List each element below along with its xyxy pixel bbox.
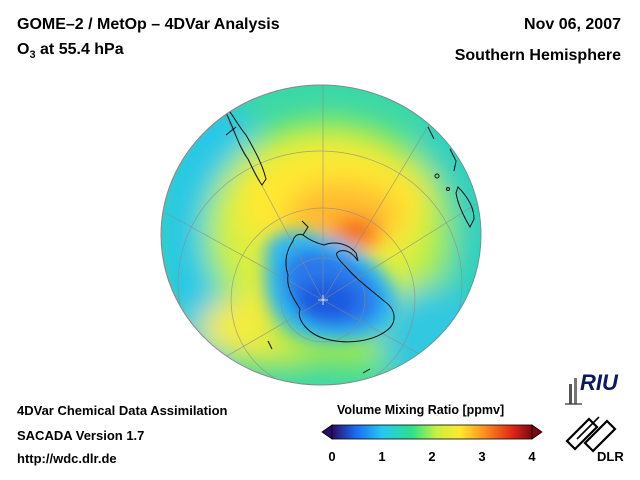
dlr-logo-icon xyxy=(565,416,617,453)
colorbar-tick-1: 1 xyxy=(378,449,386,464)
dlr-logo-text: DLR xyxy=(597,449,624,464)
globe-outline xyxy=(160,84,482,386)
date-label: Nov 06, 2007 xyxy=(524,16,621,33)
footer-line-1: 4DVar Chemical Data Assimilation xyxy=(17,403,228,418)
species-label: O xyxy=(17,41,30,58)
coastlines xyxy=(220,101,475,374)
colorbar-gradient xyxy=(331,424,533,440)
riu-logo-text: RIU xyxy=(580,370,618,395)
colorbar-tick-4: 4 xyxy=(528,449,536,464)
colorbar-max-arrow xyxy=(531,424,543,440)
footer-url: http://wdc.dlr.de xyxy=(17,451,117,466)
colorbar xyxy=(321,424,543,440)
map-title: GOME–2 / MetOp – 4DVar Analysis xyxy=(17,16,280,33)
species-subscript: 3 xyxy=(29,49,36,62)
colorbar-min-arrow xyxy=(321,424,333,440)
south-pole-marker xyxy=(318,295,328,305)
ozone-globe-map xyxy=(160,84,482,386)
colorbar-tick-0: 0 xyxy=(328,449,336,464)
riu-logo-icon xyxy=(565,378,582,405)
footer-line-2: SACADA Version 1.7 xyxy=(17,428,145,443)
map-subtitle: O3 at 55.4 hPa xyxy=(17,41,124,61)
hemisphere-label: Southern Hemisphere xyxy=(454,47,621,64)
colorbar-title: Volume Mixing Ratio [ppmv] xyxy=(337,403,505,417)
pressure-level-label: at 55.4 hPa xyxy=(35,41,124,58)
colorbar-tick-3: 3 xyxy=(478,449,486,464)
colorbar-tick-2: 2 xyxy=(428,449,436,464)
